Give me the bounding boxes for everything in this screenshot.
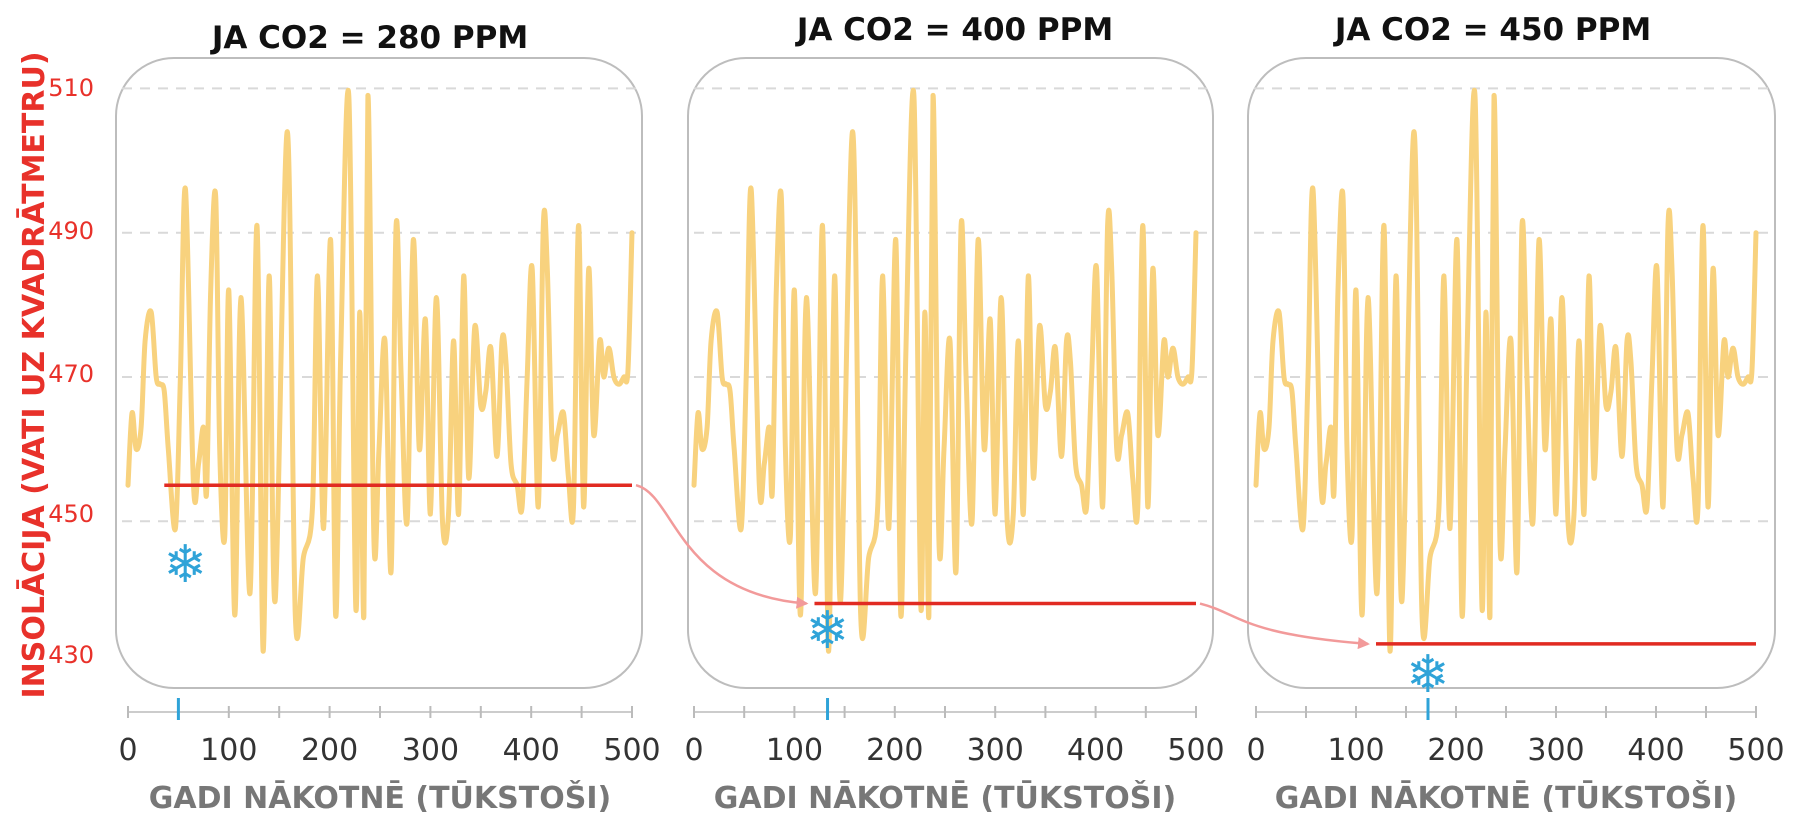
insolation-line	[125, 87, 635, 654]
y-tick-labels: 510 490 470 450 430	[48, 74, 94, 669]
x-tick-label: 400	[1627, 733, 1684, 768]
x-tick-label: 400	[503, 733, 560, 768]
x-tick-label: 500	[1167, 733, 1224, 768]
y-tick-label: 430	[48, 641, 94, 669]
panel-title: JA CO2 = 450 PPM	[1333, 12, 1651, 48]
x-tick-label: 0	[118, 733, 137, 768]
y-axis-label: INSOLĀCIJA (VATI UZ KVADRĀTMETRU)	[16, 51, 52, 698]
x-tick-label: 400	[1067, 733, 1124, 768]
snowflake-icon: ❄	[164, 535, 208, 595]
x-tick-label: 200	[866, 733, 923, 768]
x-tick-label: 500	[603, 733, 660, 768]
x-tick-label: 0	[684, 733, 703, 768]
transition-arrow	[635, 484, 809, 609]
y-tick-label: 510	[48, 74, 94, 102]
x-axis-label: GADI NĀKOTNĒ (TŪKSTOŠI)	[714, 779, 1176, 816]
insolation-line	[691, 87, 1199, 654]
x-axis-label: GADI NĀKOTNĒ (TŪKSTOŠI)	[149, 779, 611, 816]
chart-panel: JA CO2 = 280 PPM ❄ 0 100 200 300 400 500 GADI NĀ…	[115, 20, 661, 816]
x-tick-label: 0	[1246, 733, 1265, 768]
insolation-line	[1253, 87, 1759, 654]
x-tick-label: 500	[1727, 733, 1784, 768]
x-tick-label: 200	[1427, 733, 1484, 768]
panel-title: JA CO2 = 280 PPM	[210, 20, 528, 56]
x-tick-label: 300	[967, 733, 1024, 768]
y-tick-label: 490	[48, 217, 94, 245]
x-tick-label: 100	[766, 733, 823, 768]
chart-panel: JA CO2 = 400 PPM ❄ 0 100 200 300 400 500 GADI NĀ…	[684, 12, 1224, 816]
snowflake-icon: ❄	[806, 601, 850, 661]
x-tick-label: 300	[1527, 733, 1584, 768]
chart-panel: JA CO2 = 450 PPM ❄ 0 100 200 300 400 500 GADI NĀ…	[1246, 12, 1784, 816]
x-tick-label: 300	[402, 733, 459, 768]
x-tick-label: 200	[301, 733, 358, 768]
x-axis-label: GADI NĀKOTNĒ (TŪKSTOŠI)	[1275, 779, 1737, 816]
x-tick-label: 100	[200, 733, 257, 768]
transition-arrow	[1199, 602, 1370, 650]
snowflake-icon: ❄	[1406, 645, 1450, 705]
y-tick-label: 470	[48, 360, 94, 388]
panel-title: JA CO2 = 400 PPM	[795, 12, 1113, 48]
x-tick-label: 100	[1327, 733, 1384, 768]
chart-panels: JA CO2 = 280 PPM ❄ 0 100 200 300 400 500 GADI NĀ…	[115, 12, 1785, 816]
y-tick-label: 450	[48, 500, 94, 528]
